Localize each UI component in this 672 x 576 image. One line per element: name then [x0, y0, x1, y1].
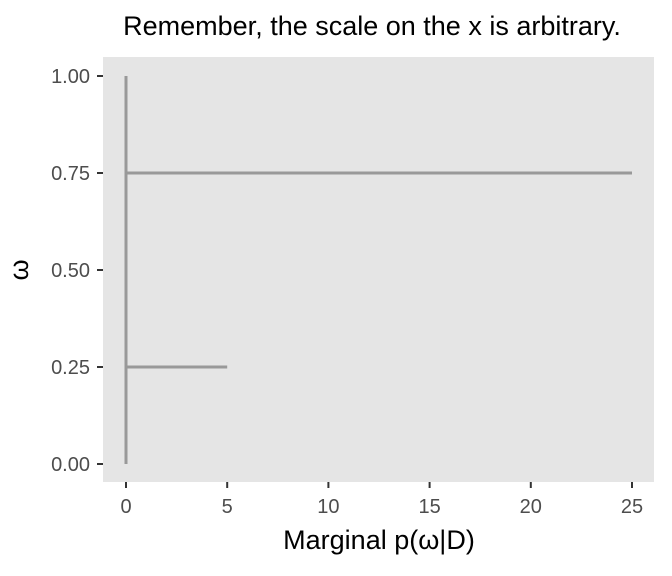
- y-tick-label: 1.00: [51, 66, 90, 88]
- plot-background: [103, 57, 654, 482]
- x-tick-label: 20: [520, 496, 542, 518]
- x-axis: 0 5 10 15 20 25: [120, 482, 643, 518]
- x-axis-title: Marginal p(ω|D): [283, 525, 475, 555]
- x-tick-label: 15: [418, 496, 440, 518]
- x-tick-label: 10: [317, 496, 339, 518]
- x-tick-label: 0: [120, 496, 131, 518]
- chart-title: Remember, the scale on the x is arbitrar…: [123, 11, 621, 41]
- x-tick-label: 5: [222, 496, 233, 518]
- y-tick-label: 0.50: [51, 260, 90, 282]
- y-axis: 0.00 0.25 0.50 0.75 1.00: [51, 66, 103, 476]
- x-tick-label: 25: [621, 496, 643, 518]
- y-tick-label: 0.25: [51, 357, 90, 379]
- y-tick-label: 0.00: [51, 454, 90, 476]
- y-axis-title: ω: [4, 259, 34, 280]
- segments-layer: [124, 76, 632, 464]
- y-tick-label: 0.75: [51, 163, 90, 185]
